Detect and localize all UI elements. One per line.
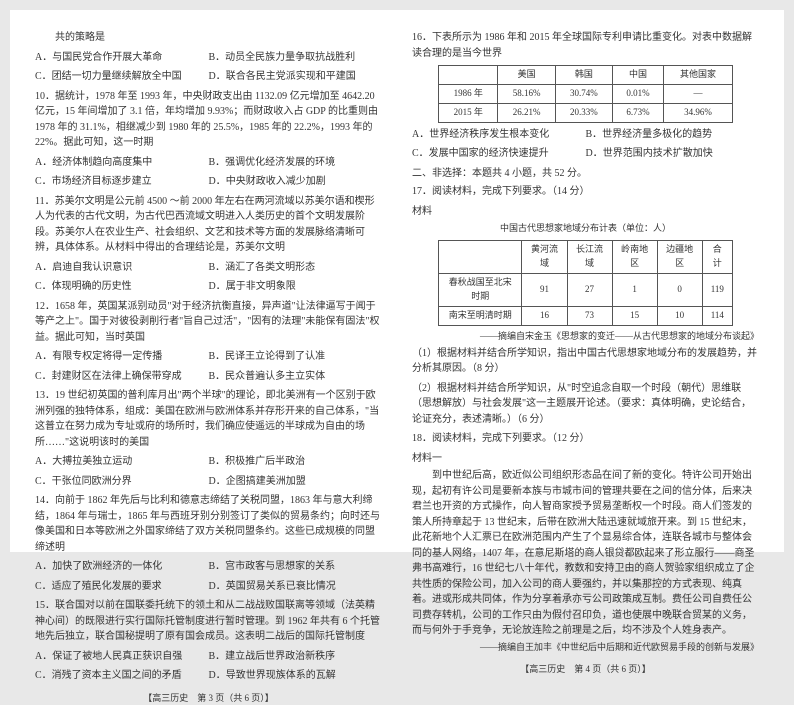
q15-opt-b: B．建立战后世界政治新秩序 <box>209 649 383 665</box>
q13-opt-d: D．企图搞建美洲加盟 <box>209 474 383 490</box>
q16-opts-row1: A．世界经济秩序发生根本变化 B．世界经济量多极化的趋势 <box>412 127 759 143</box>
table-row: 1986 年 58.16% 30.74% 0.01% — <box>439 84 733 103</box>
exam-sheet: 共的策略是 A．与国民党合作开展大革命 B．动员全民族力量争取抗战胜利 C．团结… <box>10 10 784 552</box>
q13-opt-c: C．干张位同欧洲分界 <box>35 474 209 490</box>
q12-opts-row2: C．封建财区在法律上确保带穿成 B．民众普遍认多主立实体 <box>35 369 382 385</box>
q15-opt-c: C．消残了资本主义国之间的矛盾 <box>35 668 209 684</box>
right-footer: 【高三历史 第 4 页（共 6 页）】 <box>412 663 759 677</box>
q15-opts-row2: C．消残了资本主义国之间的矛盾 D．导致世界现族体系的瓦解 <box>35 668 382 684</box>
q10-opt-a: A．经济体制趋向高度集中 <box>35 155 209 171</box>
q11-opt-b: B．涵汇了各类文明形态 <box>209 260 383 276</box>
q11-opts-row1: A．启迪自我认识意识 B．涵汇了各类文明形态 <box>35 260 382 276</box>
table-row: 南宋至明清时期 16 73 15 10 114 <box>439 307 733 326</box>
material-18-p1: 到中世纪后高，欧近似公司组织形态品在间了新的变化。特许公司开始出现，起初有许公司… <box>412 468 759 639</box>
q13-opt-b: B．积极推广后半政治 <box>209 454 383 470</box>
q14-opt-c: C．适应了殖民化发展的要求 <box>35 579 209 595</box>
q14-opt-a: A．加快了欧洲经济的一体化 <box>35 559 209 575</box>
table-row: 美国 韩国 中国 其他国家 <box>439 66 733 85</box>
q10-opt-b: B．强调优化经济发展的环境 <box>209 155 383 171</box>
q11-opt-c: C．体现明确的历史性 <box>35 279 209 295</box>
q16-opt-c: C．发展中国家的经济快速提升 <box>412 146 586 162</box>
q9-stem-cont: 共的策略是 <box>35 30 382 46</box>
q10-stem: 10．据统计，1978 年至 1993 年，中央财政支出由 1132.09 亿元… <box>35 89 382 151</box>
q14-stem: 14．向前于 1862 年先后与比利和德意志缔结了关税同盟，1863 年与意大利… <box>35 493 382 555</box>
q9-opt-d: D．联合各民主党派实现和平建国 <box>209 69 383 85</box>
q16-opt-d: D．世界范围内技术扩散加快 <box>586 146 760 162</box>
q11-opts-row2: C．体现明确的历史性 D．属于非文明象限 <box>35 279 382 295</box>
q10-opt-d: D．中央财政收入减少加剧 <box>209 174 383 190</box>
material-label: 材料 <box>412 204 759 220</box>
th <box>439 66 498 85</box>
table17-caption: 中国古代思想家地域分布计表（单位：人） <box>412 222 759 236</box>
q12-stem: 12．1658 年，英国某派别动员"对于经济抗衡直接，异声道"让法律逼写于闻于等… <box>35 299 382 346</box>
q9-opt-a: A．与国民党合作开展大革命 <box>35 50 209 66</box>
q15-opt-a: A．保证了被地人民真正获识自强 <box>35 649 209 665</box>
q10-opts-row2: C．市场经济目标逐步建立 D．中央财政收入减少加剧 <box>35 174 382 190</box>
q11-opt-a: A．启迪自我认识意识 <box>35 260 209 276</box>
q9-opts-row1: A．与国民党合作开展大革命 B．动员全民族力量争取抗战胜利 <box>35 50 382 66</box>
th: 中国 <box>613 66 664 85</box>
th: 韩国 <box>555 66 612 85</box>
q10-opt-c: C．市场经济目标逐步建立 <box>35 174 209 190</box>
q9-opt-b: B．动员全民族力量争取抗战胜利 <box>209 50 383 66</box>
q9-opt-c: C．团结一切力量继续解放全中国 <box>35 69 209 85</box>
q16-stem: 16．下表所示为 1986 年和 2015 年全球国际专利申请比重变化。对表中数… <box>412 30 759 61</box>
table-row: 黄河流域 长江流域 岭南地区 边疆地区 合计 <box>439 241 733 274</box>
q12-opts-row1: A．有限专权定将得一定传播 B．民译王立论得到了认准 <box>35 349 382 365</box>
q14-opt-b: B．宫市政客与思想家的关系 <box>209 559 383 575</box>
left-footer: 【高三历史 第 3 页（共 6 页）】 <box>35 692 382 705</box>
q11-opt-d: D．属于非文明象限 <box>209 279 383 295</box>
q10-opts-row1: A．经济体制趋向高度集中 B．强调优化经济发展的环境 <box>35 155 382 171</box>
q17-sub1: （1）根据材料并结合所学知识，指出中国古代思想家地域分布的发展趋势，并分析其原因… <box>412 346 759 377</box>
source-18: ——摘编自王加丰《中世纪后中后期和近代欧贸易手段的创新与发展》 <box>412 641 759 655</box>
q12-opt-b: B．民译王立论得到了认准 <box>209 349 383 365</box>
source-17: ——摘编自宋金玉《思想家的变迁——从古代思想家的地域分布谈起》 <box>412 330 759 344</box>
q12-opt-a: A．有限专权定将得一定传播 <box>35 349 209 365</box>
q12-opt-d: B．民众普遍认多主立实体 <box>209 369 383 385</box>
table-row: 春秋战国至北宋时期 91 27 1 0 119 <box>439 274 733 307</box>
q12-opt-c: C．封建财区在法律上确保带穿成 <box>35 369 209 385</box>
q15-opts-row1: A．保证了被地人民真正获识自强 B．建立战后世界政治新秩序 <box>35 649 382 665</box>
q16-table: 美国 韩国 中国 其他国家 1986 年 58.16% 30.74% 0.01%… <box>438 65 733 123</box>
section-2-title: 二、非选择：本题共 4 小题，共 52 分。 <box>412 166 759 182</box>
q13-opts-row1: A．大搏拉美独立运动 B．积极推广后半政治 <box>35 454 382 470</box>
q13-opts-row2: C．干张位同欧洲分界 D．企图搞建美洲加盟 <box>35 474 382 490</box>
right-column: 16．下表所示为 1986 年和 2015 年全球国际专利申请比重变化。对表中数… <box>412 30 759 532</box>
q18-stem: 18．阅读材料，完成下列要求。（12 分） <box>412 431 759 447</box>
q15-stem: 15．联合国对以前在国联委托统下的领土和从二战战败国联离等领域（法英精神心间）的… <box>35 598 382 645</box>
q13-opt-a: A．大搏拉美独立运动 <box>35 454 209 470</box>
q14-opt-d: D．英国贸易关系已衰比情况 <box>209 579 383 595</box>
q17-sub2: （2）根据材料并结合所学知识，从"时空追念自取一个时段（朝代）思维联（思想解放）… <box>412 381 759 428</box>
material-18-label: 材料一 <box>412 451 759 467</box>
q14-opts-row2: C．适应了殖民化发展的要求 D．英国贸易关系已衰比情况 <box>35 579 382 595</box>
q16-opts-row2: C．发展中国家的经济快速提升 D．世界范围内技术扩散加快 <box>412 146 759 162</box>
left-column: 共的策略是 A．与国民党合作开展大革命 B．动员全民族力量争取抗战胜利 C．团结… <box>35 30 382 532</box>
q16-opt-b: B．世界经济量多极化的趋势 <box>586 127 760 143</box>
q13-stem: 13．19 世纪初英国的普利库月出"两个半球"的理论，即北美洲有一个区别于欧洲列… <box>35 388 382 450</box>
th: 其他国家 <box>664 66 733 85</box>
q15-opt-d: D．导致世界现族体系的瓦解 <box>209 668 383 684</box>
q9-opts-row2: C．团结一切力量继续解放全中国 D．联合各民主党派实现和平建国 <box>35 69 382 85</box>
q17-stem: 17．阅读材料，完成下列要求。（14 分） <box>412 184 759 200</box>
q14-opts-row1: A．加快了欧洲经济的一体化 B．宫市政客与思想家的关系 <box>35 559 382 575</box>
q16-opt-a: A．世界经济秩序发生根本变化 <box>412 127 586 143</box>
th: 美国 <box>498 66 555 85</box>
q17-table: 黄河流域 长江流域 岭南地区 边疆地区 合计 春秋战国至北宋时期 91 27 1… <box>438 240 733 326</box>
q11-stem: 11．苏美尔文明是公元前 4500 ～前 2000 年左右在两河流域以苏美尔语和… <box>35 194 382 256</box>
table-row: 2015 年 26.21% 20.33% 6.73% 34.96% <box>439 103 733 122</box>
